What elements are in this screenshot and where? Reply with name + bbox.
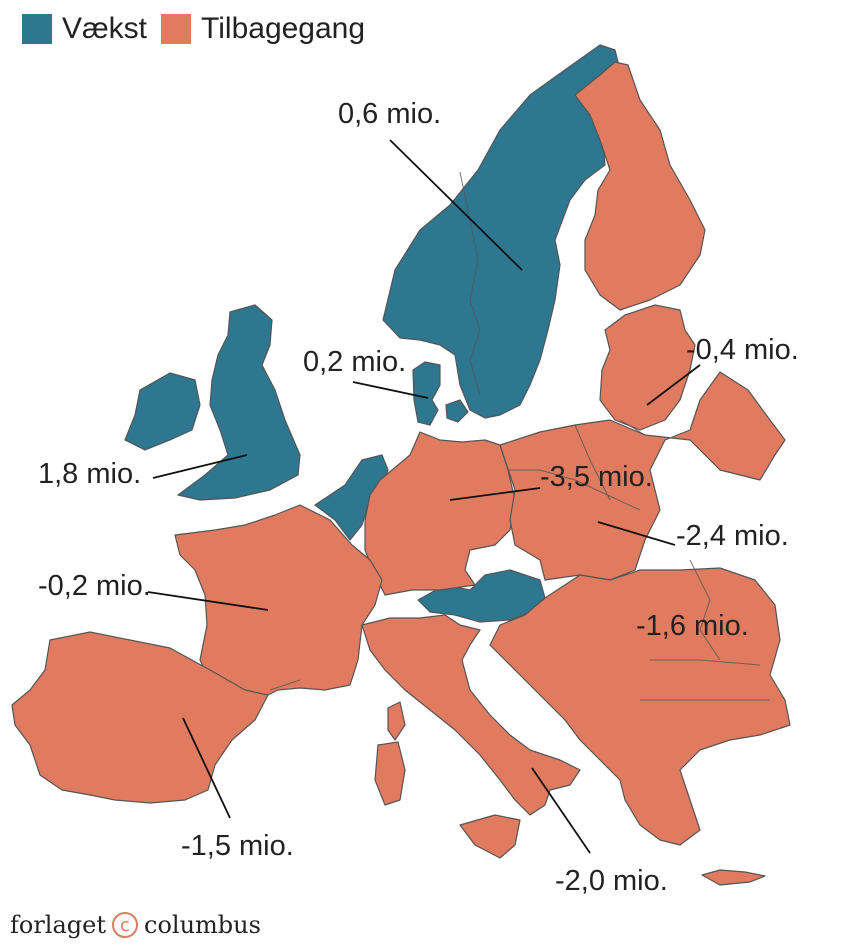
region-corsica: [387, 701, 406, 741]
value-label-italy: -2,0 mio.: [555, 865, 668, 897]
value-label-baltics: -0,4 mio.: [686, 334, 799, 366]
value-label-scandinavia: 0,6 mio.: [338, 98, 442, 130]
region-sicily: [459, 814, 521, 859]
region-france: [174, 504, 383, 701]
value-label-denmark: 0,2 mio.: [303, 346, 407, 378]
leader-poland: [597, 521, 676, 546]
region-iberia: [11, 631, 269, 804]
leader-iberia: [182, 717, 231, 819]
publisher-logo: forlaget c columbus: [10, 911, 261, 939]
value-label-germany: -3,5 mio.: [540, 461, 653, 493]
region-crete: [701, 869, 766, 886]
region-sardinia: [374, 741, 406, 806]
legend-decline: Tilbagegang: [161, 12, 365, 46]
publisher-name-right: columbus: [144, 911, 261, 939]
value-label-southeast: -1,6 mio.: [636, 610, 749, 642]
region-germany: [364, 431, 516, 596]
region-baltics: [599, 304, 696, 431]
value-label-iberia: -1,5 mio.: [181, 830, 294, 862]
publisher-name-left: forlaget: [10, 911, 106, 939]
value-label-france: -0,2 mio.: [38, 570, 151, 602]
region-benelux: [314, 454, 389, 541]
leader-italy: [531, 767, 591, 854]
region-ireland: [124, 372, 201, 451]
value-label-great-britain: 1,8 mio.: [38, 458, 142, 490]
leader-scandinavia: [389, 139, 523, 271]
region-finland: [574, 61, 706, 311]
region-scandinavia: [382, 44, 621, 419]
legend: Vækst Tilbagegang: [22, 12, 365, 46]
leader-denmark: [352, 381, 429, 399]
region-great-britain: [177, 304, 301, 501]
legend-decline-swatch: [161, 14, 192, 44]
leader-great-britain: [152, 454, 248, 479]
legend-growth-swatch: [22, 14, 52, 44]
region-southeast: [489, 567, 791, 846]
leader-germany: [449, 487, 541, 501]
legend-decline-label: Tilbagegang: [201, 12, 366, 45]
legend-growth-label: Vækst: [62, 12, 148, 45]
legend-growth: Vækst: [22, 12, 147, 46]
region-italy: [361, 614, 581, 816]
copyright-mark-icon: c: [112, 912, 138, 938]
region-poland: [499, 371, 786, 581]
value-label-poland: -2,4 mio.: [676, 520, 789, 552]
region-denmark-islands: [445, 399, 469, 423]
leader-france: [147, 591, 269, 611]
leader-baltics: [646, 364, 701, 406]
region-denmark: [412, 361, 441, 426]
